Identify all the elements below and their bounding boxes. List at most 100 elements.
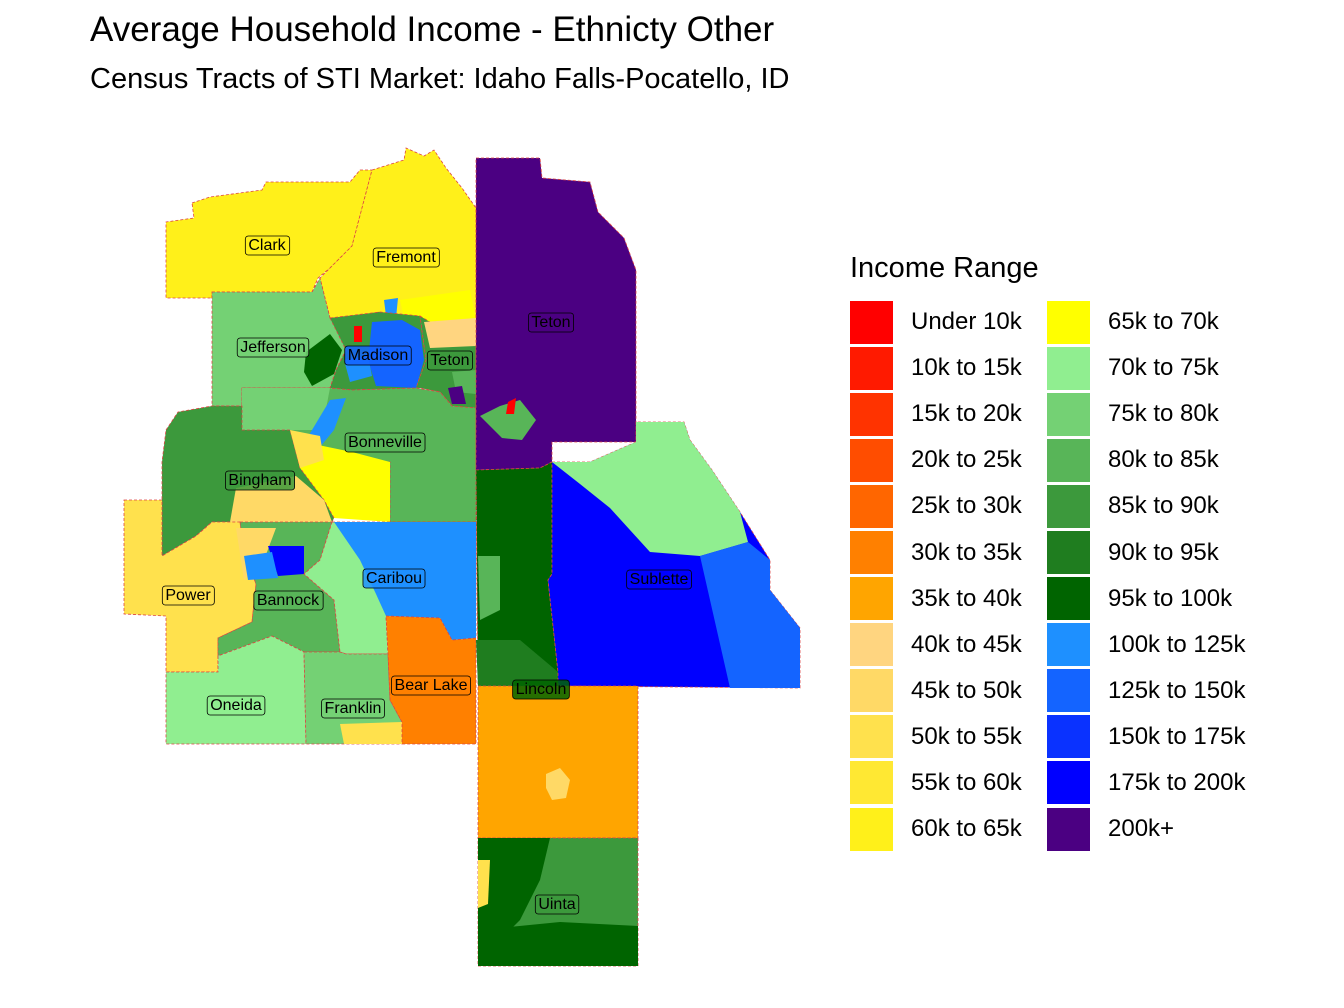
svg-text:Madison: Madison (348, 347, 408, 364)
legend-swatch (850, 484, 893, 528)
legend-item: 30k to 35k (850, 529, 1047, 575)
legend-swatch (1047, 531, 1090, 575)
legend-label: 45k to 50k (911, 676, 1022, 704)
legend-label: 90k to 95k (1108, 538, 1219, 566)
legend-item: 80k to 85k (1047, 437, 1244, 483)
legend-item: 10k to 15k (850, 345, 1047, 391)
county-label-teton: Teton (528, 312, 574, 333)
county-label-sublette: Sublette (626, 569, 692, 590)
county-label-power: Power (161, 585, 215, 606)
legend-swatch (850, 392, 893, 436)
legend-swatch (1047, 346, 1090, 390)
legend-column-left: Under 10k 10k to 15k 15k to 20k 20k to 25k 2… (850, 299, 1047, 852)
legend-item: 150k to 175k (1047, 714, 1246, 760)
svg-text:Teton: Teton (430, 352, 469, 369)
legend-item: 175k to 200k (1047, 760, 1246, 806)
legend-swatch (1047, 623, 1090, 667)
legend-label: 200k+ (1108, 815, 1175, 843)
legend-label: 65k to 70k (1108, 308, 1219, 336)
legend-swatch (1047, 807, 1090, 851)
county-label-bingham: Bingham (225, 470, 295, 491)
county-label-clark: Clark (244, 235, 291, 256)
svg-text:Caribou: Caribou (366, 570, 422, 587)
svg-text:Bonneville: Bonneville (348, 434, 422, 451)
legend-swatch (1047, 484, 1090, 528)
legend-label: 50k to 55k (911, 722, 1022, 750)
svg-text:Uinta: Uinta (538, 896, 575, 913)
legend-label: 75k to 80k (1108, 400, 1219, 428)
choropleth-map: Clark Fremont Jefferson Madison Teton Teton Bo… (123, 147, 801, 967)
svg-text:Oneida: Oneida (210, 697, 262, 714)
svg-text:Bear Lake: Bear Lake (395, 677, 468, 694)
svg-text:Power: Power (165, 587, 211, 604)
legend-item: 85k to 90k (1047, 483, 1244, 529)
county-label-franklin: Franklin (321, 698, 385, 719)
legend-swatch (850, 807, 893, 851)
legend-item: 100k to 125k (1047, 622, 1245, 668)
legend-swatch (1047, 669, 1090, 713)
map-subtitle: Census Tracts of STI Market: Idaho Falls… (90, 63, 790, 95)
legend-item: 40k to 45k (850, 622, 1047, 668)
legend-swatch (1047, 577, 1090, 621)
svg-text:Jefferson: Jefferson (240, 339, 306, 356)
legend-label: 80k to 85k (1108, 446, 1219, 474)
county-label-teton: Teton (427, 350, 473, 371)
legend-swatch (850, 346, 893, 390)
legend-item: 25k to 30k (850, 483, 1047, 529)
map-title: Average Household Income - Ethnicty Othe… (90, 10, 775, 49)
legend-item: 20k to 25k (850, 437, 1047, 483)
legend-swatch (850, 669, 893, 713)
legend-swatch (850, 623, 893, 667)
legend-item: 60k to 65k (850, 806, 1047, 852)
svg-text:Bingham: Bingham (228, 472, 291, 489)
county-label-bonneville: Bonneville (344, 432, 426, 453)
legend-label: 35k to 40k (911, 584, 1022, 612)
legend-label: 95k to 100k (1108, 584, 1233, 612)
svg-text:Clark: Clark (248, 237, 286, 254)
county-uinta-north (477, 685, 639, 839)
legend-item: 15k to 20k (850, 391, 1047, 437)
legend-label: 175k to 200k (1108, 768, 1246, 796)
county-oneida (165, 635, 307, 745)
legend-swatch (850, 715, 893, 759)
county-label-lincoln: Lincoln (512, 679, 570, 700)
legend-swatch (850, 761, 893, 805)
county-label-bear-lake: Bear Lake (391, 675, 471, 696)
county-label-bannock: Bannock (253, 590, 324, 611)
legend-label: 30k to 35k (911, 538, 1022, 566)
legend-item: 125k to 150k (1047, 668, 1246, 714)
county-label-caribou: Caribou (362, 568, 426, 589)
legend-item: 35k to 40k (850, 576, 1047, 622)
legend-label: 125k to 150k (1108, 676, 1246, 704)
svg-text:Teton: Teton (531, 314, 570, 331)
legend-swatch (850, 438, 893, 482)
legend-label: 55k to 60k (911, 768, 1022, 796)
legend-label: 25k to 30k (911, 492, 1022, 520)
legend-label: 15k to 20k (911, 400, 1022, 428)
svg-text:Lincoln: Lincoln (516, 681, 567, 698)
legend-item: 45k to 50k (850, 668, 1047, 714)
legend-label: 10k to 15k (911, 354, 1022, 382)
legend-swatch (1047, 300, 1090, 344)
legend-item: 65k to 70k (1047, 299, 1244, 345)
county-labels: Clark Fremont Jefferson Madison Teton Teton Bo… (161, 235, 692, 915)
legend-swatch (1047, 392, 1090, 436)
legend-swatch (850, 300, 893, 344)
legend-label: 150k to 175k (1108, 722, 1246, 750)
county-label-madison: Madison (344, 345, 412, 366)
legend-swatch (850, 577, 893, 621)
legend-label: Under 10k (911, 308, 1022, 336)
legend-label: 70k to 75k (1108, 354, 1219, 382)
legend-item: 75k to 80k (1047, 391, 1244, 437)
legend-column-right: 65k to 70k 70k to 75k 75k to 80k 80k to 85k… (1047, 299, 1246, 852)
legend-item: Under 10k (850, 299, 1047, 345)
legend-columns: Under 10k 10k to 15k 15k to 20k 20k to 25k 2… (850, 299, 1246, 852)
county-label-fremont: Fremont (372, 247, 440, 268)
legend-item: 55k to 60k (850, 760, 1047, 806)
svg-text:Bannock: Bannock (257, 592, 320, 609)
county-label-oneida: Oneida (206, 695, 266, 716)
legend-swatch (1047, 715, 1090, 759)
legend-item: 200k+ (1047, 806, 1244, 852)
svg-text:Sublette: Sublette (630, 571, 689, 588)
svg-text:Franklin: Franklin (325, 700, 382, 717)
